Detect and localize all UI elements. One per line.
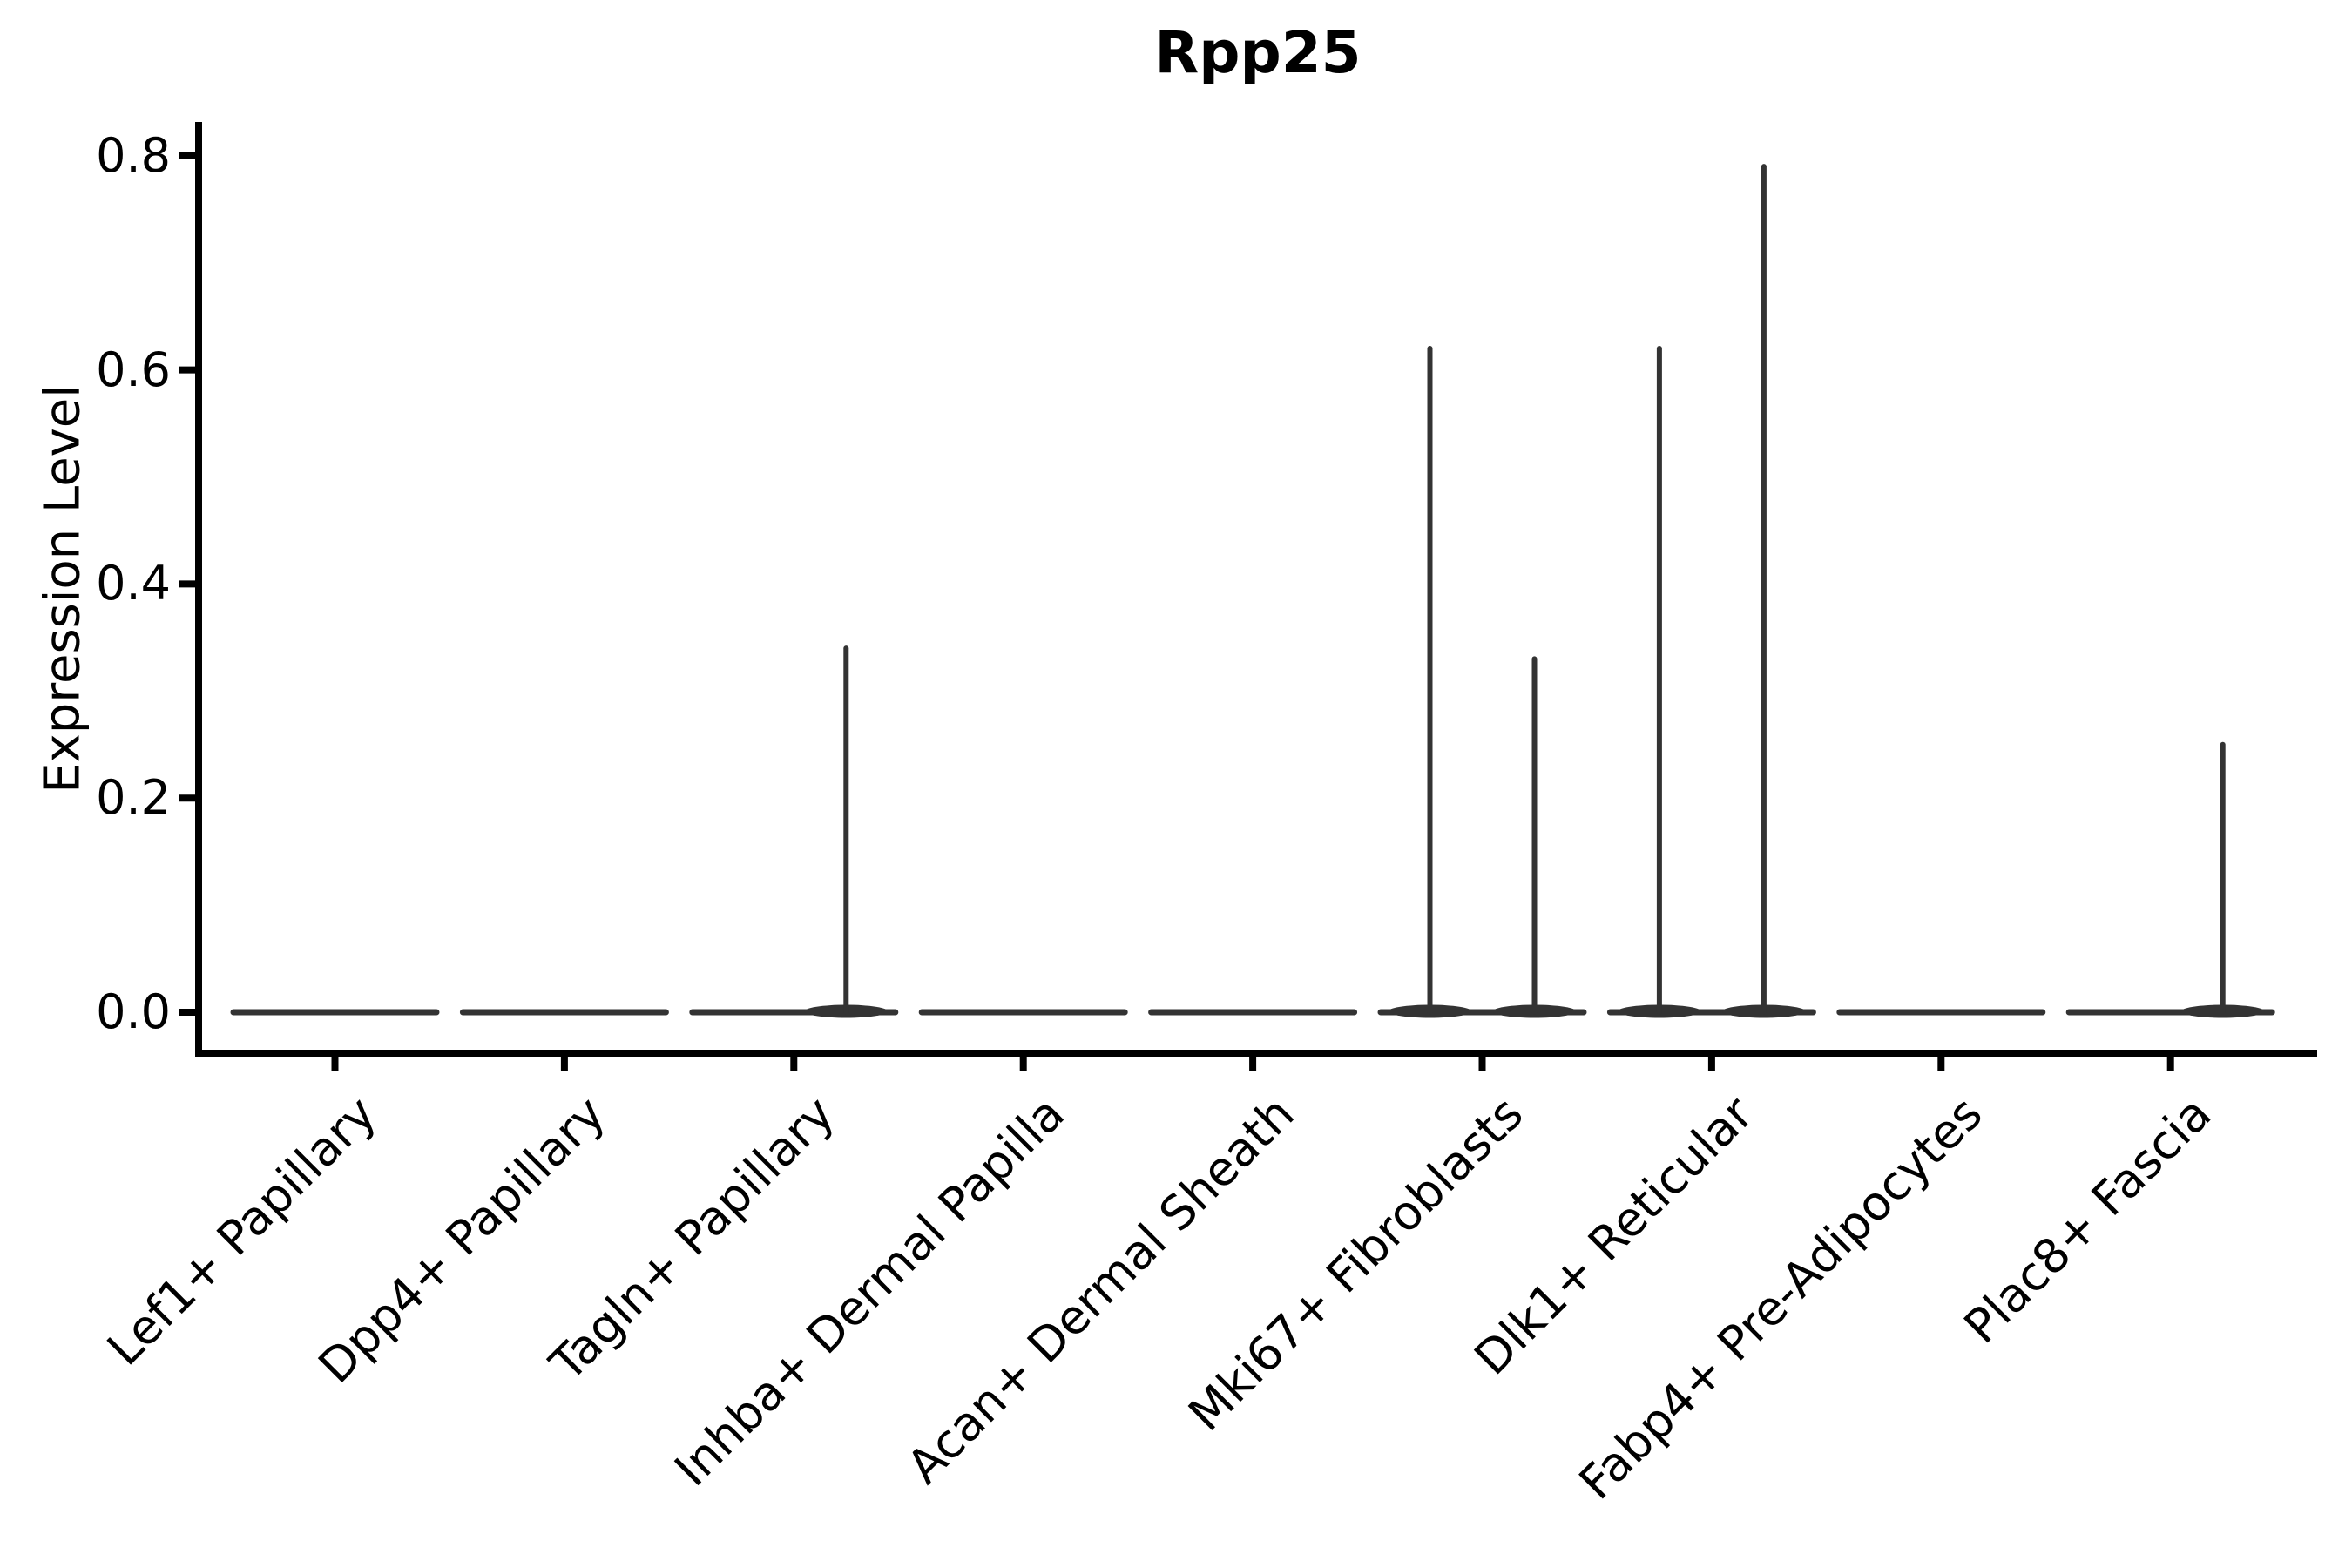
- violin-body: [459, 1009, 669, 1016]
- violin-body: [918, 1009, 1128, 1016]
- violin-body: [230, 1009, 440, 1016]
- violin-body: [1148, 1009, 1358, 1016]
- violin-body: [1836, 1009, 2046, 1016]
- y-tick-label: 0.6: [96, 341, 171, 397]
- y-tick-label: 0.2: [96, 770, 171, 826]
- y-tick-label: 0.4: [96, 556, 171, 612]
- y-tick-label: 0.8: [96, 127, 171, 183]
- chart-title: Rpp25: [1154, 19, 1362, 86]
- y-tick-label: 0.0: [96, 984, 171, 1039]
